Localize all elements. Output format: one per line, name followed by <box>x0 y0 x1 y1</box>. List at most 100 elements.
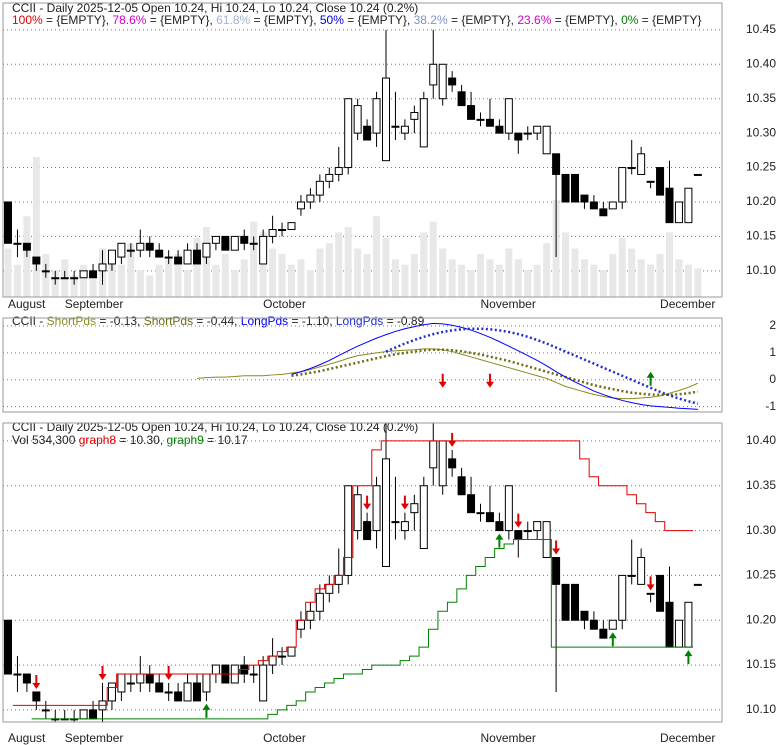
candle-body <box>599 208 608 217</box>
volume-bar <box>146 275 154 297</box>
legend: 100% = {EMPTY}, 78.6% = {EMPTY}, 61.8% =… <box>12 13 701 27</box>
candle-body <box>571 173 579 203</box>
volume-bar <box>666 232 673 297</box>
volume-bar <box>212 264 220 297</box>
candle-body <box>296 619 305 630</box>
volume-bar <box>325 243 333 297</box>
candle-body <box>174 256 183 265</box>
volume-bar <box>231 270 239 297</box>
volume-bar <box>448 259 456 297</box>
candle-body <box>41 270 50 273</box>
candle-body <box>514 132 523 141</box>
candle-body <box>268 655 277 666</box>
candle-body <box>334 574 343 585</box>
candle-body <box>174 691 183 702</box>
candle-body <box>504 485 513 532</box>
legend-text: ShortPds <box>144 314 193 328</box>
signal-arrow <box>164 666 173 680</box>
volume-bar <box>108 259 116 297</box>
legend-text: 38.2% <box>414 13 448 27</box>
candle-body <box>419 485 428 550</box>
candle-body <box>656 167 665 196</box>
price-panel <box>3 29 722 297</box>
candle-body <box>429 63 438 86</box>
candle-body <box>60 277 69 280</box>
candle-body <box>107 249 116 265</box>
legend: Vol 534,300 graph8 = 10.30, graph9 = 10.… <box>12 433 248 447</box>
candle-body <box>126 682 135 685</box>
y-tick-label: 10.35 <box>746 478 776 492</box>
candle-body <box>599 628 608 639</box>
legend-text: = {EMPTY}, <box>43 13 113 27</box>
signal-arrow <box>646 576 655 591</box>
volume-bar <box>344 227 352 297</box>
volume-bar <box>32 157 40 297</box>
signal-arrow <box>32 674 41 689</box>
candle-body <box>391 125 400 128</box>
volume-bar <box>656 253 664 297</box>
candle-body <box>656 574 665 612</box>
candle-body <box>552 153 561 175</box>
candle-body <box>117 242 126 258</box>
signal-arrow <box>448 432 457 447</box>
volume-bar <box>354 248 362 297</box>
volume-bar <box>127 243 135 297</box>
candle-body <box>183 682 192 702</box>
y-tick-label: 10.35 <box>746 91 776 105</box>
candle-body <box>22 242 31 251</box>
volume-bar <box>373 216 381 297</box>
candle-body <box>533 521 542 532</box>
candle-body <box>561 173 570 203</box>
candle-body <box>372 485 381 532</box>
candle-body <box>13 673 22 676</box>
candle-body <box>315 592 324 612</box>
candle-body <box>448 77 457 86</box>
candle-body <box>372 98 381 134</box>
legend-text: = -1.10, <box>288 314 336 328</box>
signal-arrow <box>495 533 504 548</box>
y-tick-label: 10.40 <box>746 56 776 70</box>
volume-bar <box>155 264 163 297</box>
candle-body <box>514 530 523 541</box>
candle-body <box>476 118 485 121</box>
y-tick-label: 10.25 <box>746 160 776 174</box>
volume-bar <box>297 259 305 297</box>
candle-body <box>344 98 353 169</box>
candle-body <box>230 235 239 251</box>
candle-body <box>627 574 636 577</box>
candle-body <box>164 691 173 694</box>
candle-body <box>571 583 579 621</box>
candle-body <box>79 270 88 279</box>
volume-bar <box>439 248 447 297</box>
volume-bar <box>514 259 522 297</box>
stop-line <box>31 539 694 720</box>
x-tick-label: November <box>481 731 536 745</box>
candle-body <box>665 187 674 224</box>
candle-body <box>485 118 494 127</box>
candle-body <box>325 173 334 182</box>
volume-bar <box>269 248 277 297</box>
legend-text: CCII - Daily 2025-12-05 Open 10.24, Hi 1… <box>12 420 418 434</box>
candle-body <box>249 242 258 245</box>
signal-arrow <box>646 371 655 386</box>
candle-body <box>467 494 476 514</box>
candle-body <box>268 229 277 237</box>
candle-body <box>193 682 201 702</box>
panel-frame <box>2 422 723 723</box>
x-tick-label: October <box>263 731 306 745</box>
y-tick-label: 10.10 <box>746 702 776 716</box>
candle-body <box>306 194 315 203</box>
volume-bar <box>240 259 248 297</box>
volume-bar <box>80 264 88 297</box>
candle-body <box>211 664 220 675</box>
volume-bar <box>401 264 409 297</box>
candle-body <box>382 458 390 567</box>
x-tick-label: December <box>660 731 715 745</box>
candle-body <box>259 664 268 702</box>
legend-text: Vol 534,300 <box>12 433 79 447</box>
candle-body <box>419 98 428 148</box>
volume-bar <box>495 264 503 297</box>
candle-body <box>145 242 154 251</box>
legend-text: 0% <box>621 13 639 27</box>
candle-body <box>457 91 466 107</box>
